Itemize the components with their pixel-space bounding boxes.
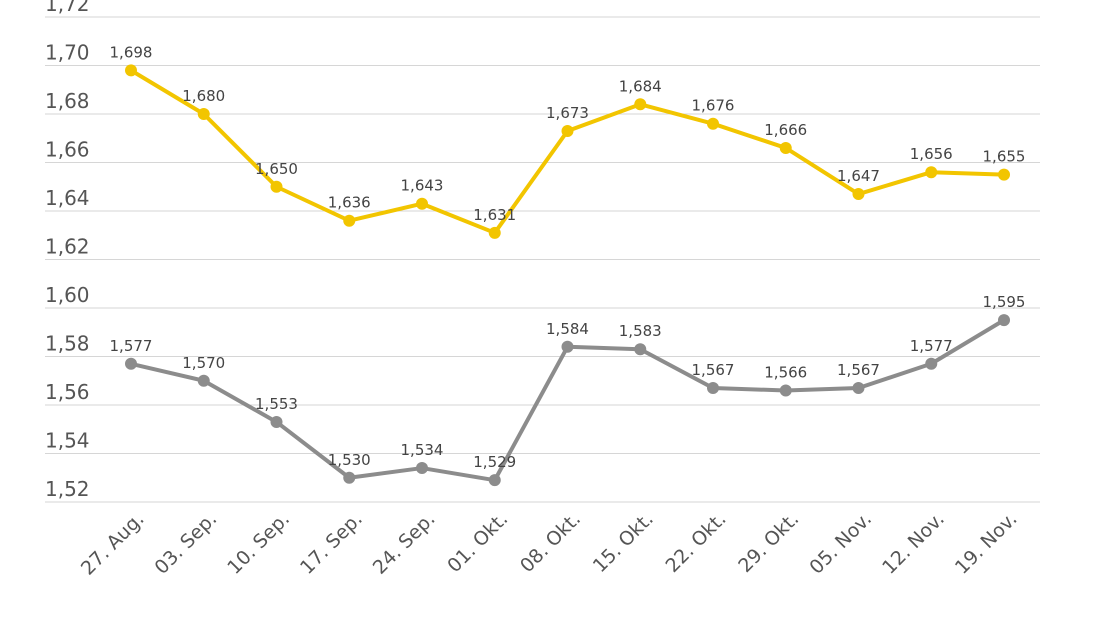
data-point [779, 384, 792, 397]
data-point [707, 382, 719, 395]
data-point [197, 108, 210, 120]
x-tick-label: 24. Sep. [369, 508, 440, 579]
data-point [998, 168, 1010, 181]
x-tick-label: 10. Sep. [223, 508, 294, 579]
data-label: 1,595 [983, 293, 1026, 311]
data-point [416, 462, 428, 475]
y-tick-label: 1,66 [45, 138, 90, 162]
data-point [852, 188, 865, 201]
series-group: 1,698 1,680 1,650 1,636 1,643 1,631 1,673 1,684… [110, 43, 1026, 487]
x-tick-label: 03. Sep. [150, 508, 221, 579]
x-tick-label: 27. Aug. [77, 508, 149, 580]
data-label: 1,676 [692, 97, 735, 115]
data-label: 1,656 [910, 145, 953, 163]
data-label: 1,666 [764, 121, 807, 139]
y-tick-label: 1,64 [45, 186, 90, 210]
data-point [998, 314, 1010, 327]
data-label: 1,570 [182, 354, 225, 372]
series-1: 1,698 1,680 1,650 1,636 1,643 1,631 1,673 1,684… [110, 43, 1026, 239]
data-point [561, 124, 574, 137]
y-axis-ticks: 1,52 1,54 1,56 1,58 1,60 1,62 1,64 1,66 1,68 1,70… [45, 0, 90, 501]
data-point [488, 474, 501, 487]
x-tick-label: 05. Nov. [805, 508, 876, 579]
data-label: 1,655 [983, 148, 1026, 166]
data-label: 1,577 [910, 337, 953, 355]
y-tick-label: 1,54 [45, 429, 90, 453]
y-tick-label: 1,56 [45, 380, 90, 404]
x-axis-ticks: 27. Aug. 03. Sep. 10. Sep. 17. Sep. 24. Sep.… [77, 508, 1022, 580]
data-point [925, 357, 938, 370]
data-label: 1,643 [401, 177, 444, 195]
x-tick-label: 15. Okt. [589, 508, 658, 577]
data-label: 1,567 [692, 361, 735, 379]
x-tick-label: 12. Nov. [878, 508, 949, 579]
y-tick-label: 1,68 [45, 89, 90, 113]
y-tick-label: 1,60 [45, 283, 90, 307]
data-point [125, 357, 137, 370]
data-label: 1,529 [473, 453, 516, 471]
data-point [343, 214, 356, 227]
data-point [852, 382, 865, 395]
data-point [634, 343, 647, 356]
data-point [488, 226, 501, 239]
data-label: 1,567 [837, 361, 880, 379]
y-tick-label: 1,62 [45, 235, 90, 259]
x-tick-label: 08. Okt. [516, 508, 585, 577]
data-label: 1,530 [328, 451, 371, 469]
data-label: 1,684 [619, 77, 662, 95]
y-tick-label: 1,58 [45, 332, 90, 356]
data-point [197, 374, 210, 387]
x-tick-label: 29. Okt. [734, 508, 803, 577]
data-label: 1,698 [110, 43, 153, 61]
y-tick-label: 1,72 [45, 0, 90, 16]
data-point [561, 340, 574, 353]
data-point [270, 415, 283, 428]
series-line [129, 68, 1006, 235]
series-2: 1,577 1,570 1,553 1,530 1,534 1,529 1,584 1,583… [110, 293, 1026, 487]
data-point [270, 180, 283, 193]
data-label: 1,631 [473, 206, 516, 224]
data-label: 1,647 [837, 167, 880, 185]
x-tick-label: 01. Okt. [443, 508, 512, 577]
data-label: 1,636 [328, 194, 371, 212]
data-label: 1,673 [546, 104, 589, 122]
x-tick-label: 17. Sep. [296, 508, 367, 579]
data-label: 1,566 [764, 363, 807, 381]
data-label: 1,553 [255, 395, 298, 413]
data-point [343, 471, 356, 484]
data-point [634, 98, 647, 111]
data-label: 1,680 [182, 87, 225, 105]
data-label: 1,583 [619, 322, 662, 340]
data-label: 1,577 [110, 337, 153, 355]
data-point [707, 117, 719, 130]
data-point [416, 197, 428, 210]
y-tick-label: 1,52 [45, 477, 90, 501]
data-label: 1,534 [401, 441, 444, 459]
grid-lines [45, 16, 1040, 503]
data-point [779, 141, 792, 154]
x-tick-label: 19. Nov. [951, 508, 1022, 579]
x-tick-label: 22. Okt. [661, 508, 730, 577]
data-label: 1,650 [255, 160, 298, 178]
data-point [925, 166, 938, 179]
data-label: 1,584 [546, 320, 589, 338]
data-point [125, 64, 137, 77]
y-tick-label: 1,70 [45, 41, 90, 65]
